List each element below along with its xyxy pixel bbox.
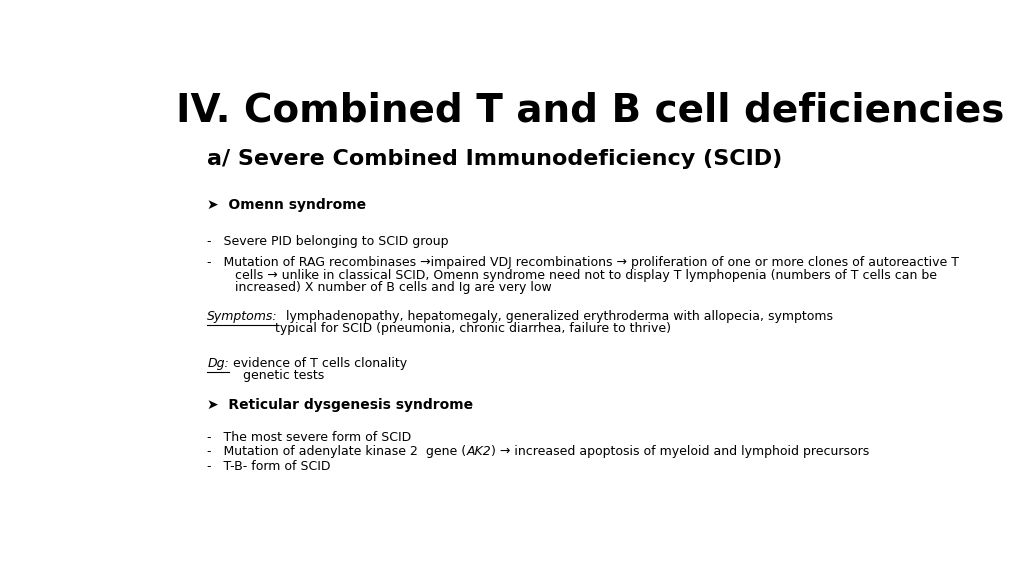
Text: increased) X number of B cells and Ig are very low: increased) X number of B cells and Ig ar…	[236, 281, 552, 294]
Text: AK2: AK2	[467, 445, 492, 458]
Text: genetic tests: genetic tests	[243, 369, 325, 382]
Text: IV. Combined T and B cell deficiencies: IV. Combined T and B cell deficiencies	[176, 92, 1004, 129]
Text: -   The most severe form of SCID: - The most severe form of SCID	[207, 431, 412, 444]
Text: cells → unlike in classical SCID, Omenn syndrome need not to display T lymphopen: cells → unlike in classical SCID, Omenn …	[236, 268, 937, 282]
Text: ➤  Reticular dysgenesis syndrome: ➤ Reticular dysgenesis syndrome	[207, 398, 473, 412]
Text: -   Mutation of RAG recombinases →impaired VDJ recombinations → proliferation of: - Mutation of RAG recombinases →impaired…	[207, 256, 959, 270]
Text: -   Severe PID belonging to SCID group: - Severe PID belonging to SCID group	[207, 236, 449, 248]
Text: lymphadenopathy, hepatomegaly, generalized erythroderma with allopecia, symptoms: lymphadenopathy, hepatomegaly, generaliz…	[278, 309, 833, 323]
Text: typical for SCID (pneumonia, chronic diarrhea, failure to thrive): typical for SCID (pneumonia, chronic dia…	[274, 322, 671, 335]
Text: ) → increased apoptosis of myeloid and lymphoid precursors: ) → increased apoptosis of myeloid and l…	[492, 445, 869, 458]
Text: -   T-B- form of SCID: - T-B- form of SCID	[207, 460, 331, 473]
Text: ➤  Omenn syndrome: ➤ Omenn syndrome	[207, 198, 367, 212]
Text: -   Mutation of adenylate kinase 2  gene (: - Mutation of adenylate kinase 2 gene (	[207, 445, 467, 458]
Text: evidence of T cells clonality: evidence of T cells clonality	[229, 357, 408, 370]
Text: a/ Severe Combined Immunodeficiency (SCID): a/ Severe Combined Immunodeficiency (SCI…	[207, 149, 782, 169]
Text: Dg:: Dg:	[207, 357, 229, 370]
Text: Symptoms:: Symptoms:	[207, 309, 278, 323]
